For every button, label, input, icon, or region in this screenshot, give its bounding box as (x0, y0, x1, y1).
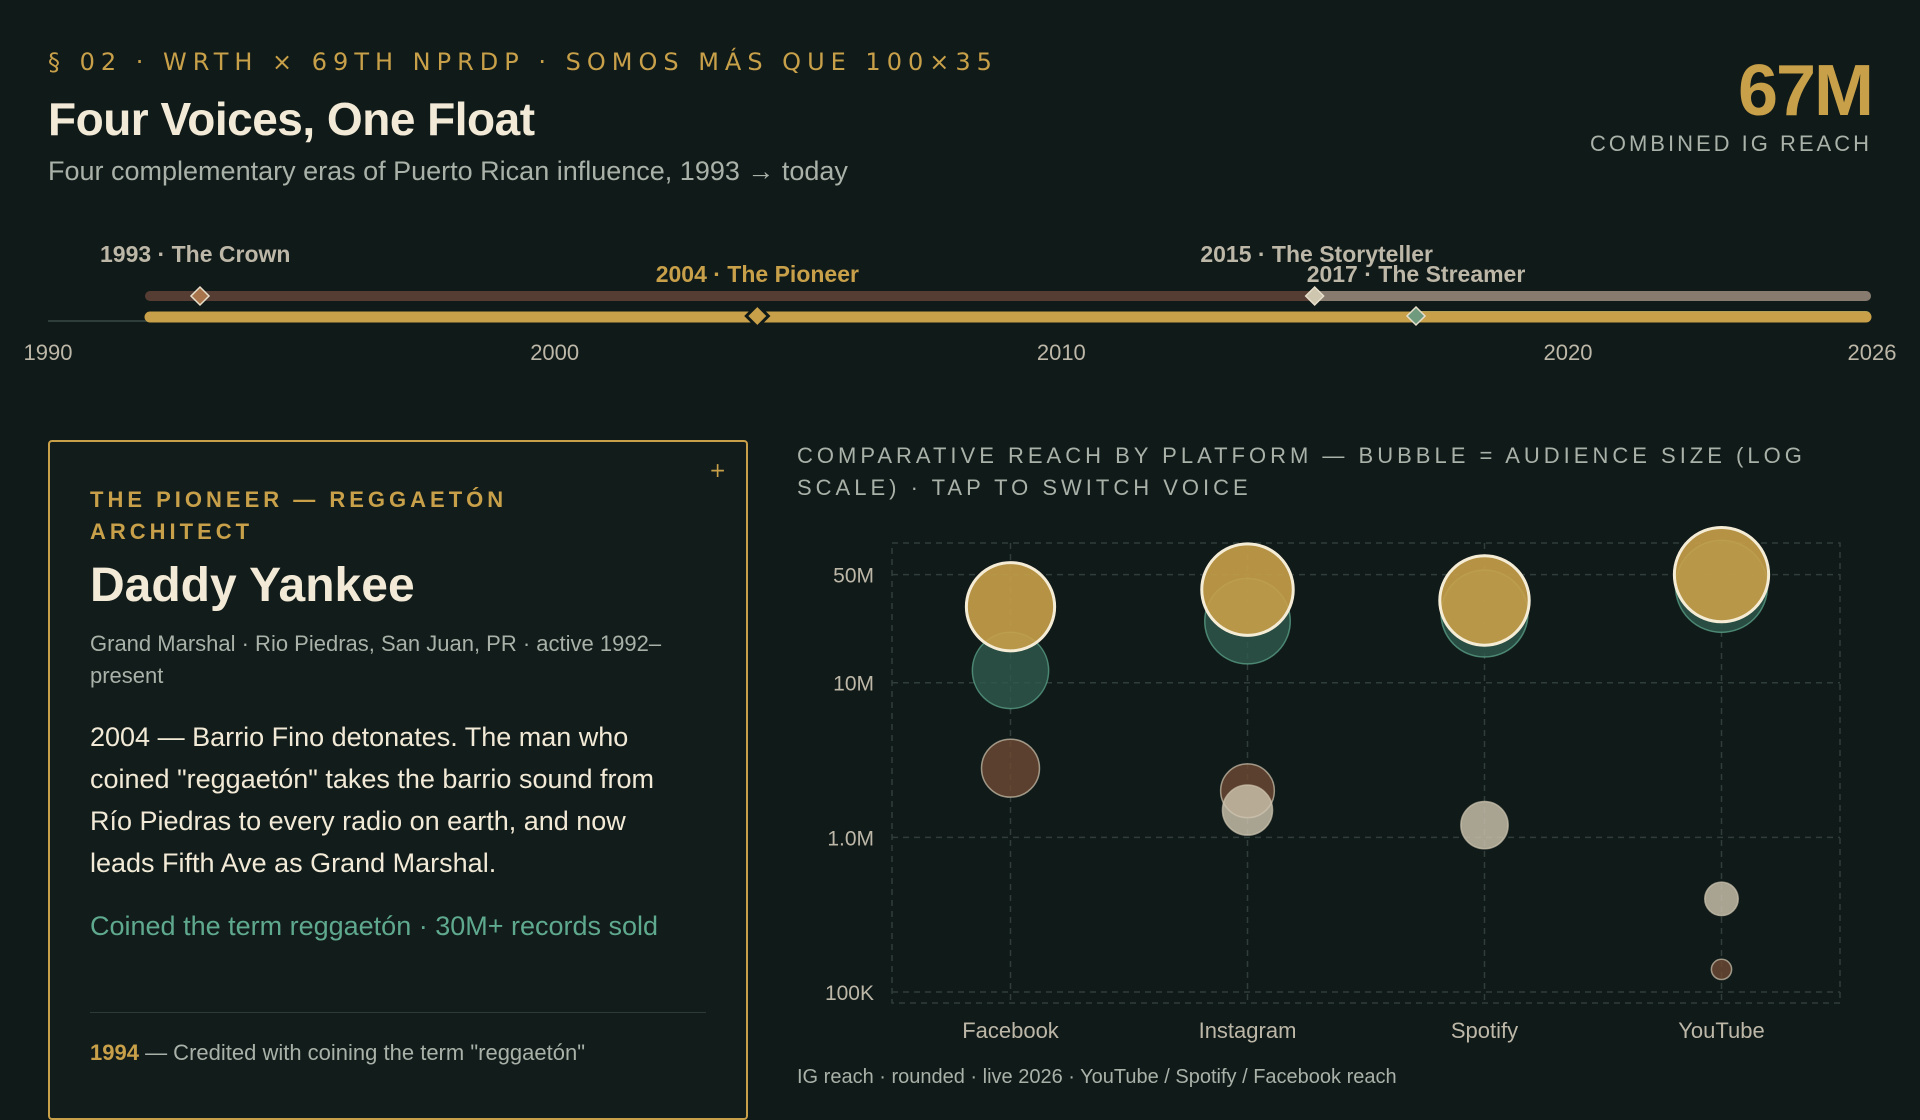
reach-bubble[interactable] (1672, 525, 1771, 624)
era-label[interactable]: 1993 · The Crown (100, 241, 290, 267)
milestone-text: — Credited with coining the term "reggae… (138, 1040, 586, 1065)
section-eyebrow: § 02 · WRTH × 69TH NPRDP · SOMOS MÁS QUE… (48, 48, 998, 76)
x-tick-label: Instagram (1199, 1018, 1297, 1043)
era-timeline[interactable]: 1993 · The Crown 2004 · The Pioneer 2015 ·… (0, 230, 1920, 370)
plot-area (891, 542, 1841, 1004)
era-label[interactable]: 2015 · The Storyteller (1200, 241, 1433, 267)
combined-reach-value: 67M (1737, 51, 1874, 131)
card-divider (90, 1012, 706, 1013)
combined-reach-label: COMBINED IG REACH (1589, 131, 1872, 156)
milestone-year: 1994 (90, 1040, 139, 1065)
voice-highlight: Coined the term reggaetón · 30M+ records… (90, 911, 659, 941)
era-marker-icon[interactable] (744, 302, 771, 330)
page-subtitle: Four complementary eras of Puerto Rican … (48, 156, 848, 186)
timeline-tick-label: 2020 (1544, 340, 1593, 365)
y-tick-label: 1.0M (827, 827, 874, 850)
expand-icon[interactable]: + (709, 458, 726, 482)
x-tick-label: Facebook (962, 1018, 1060, 1043)
era-marker-icon[interactable] (1405, 305, 1427, 327)
page-title: Four Voices, One Float (48, 93, 535, 145)
voice-name: Daddy Yankee (90, 559, 415, 612)
reach-bubble[interactable] (1704, 881, 1739, 917)
reach-bubble[interactable] (964, 561, 1057, 653)
voice-meta: Grand Marshal · Rio Piedras, San Juan, P… (90, 631, 662, 688)
era-label[interactable]: 2004 · The Pioneer (656, 261, 859, 287)
reach-bubble[interactable] (1200, 542, 1295, 637)
y-tick-label: 100K (825, 982, 874, 1005)
x-tick-label: Spotify (1451, 1018, 1518, 1043)
reach-bubble[interactable] (980, 738, 1041, 798)
chart-caption: COMPARATIVE REACH BY PLATFORM — BUBBLE =… (797, 443, 1806, 500)
chart-footnote: IG reach · rounded · live 2026 · YouTube… (797, 1066, 1397, 1088)
reach-bubble[interactable] (1460, 800, 1509, 850)
x-tick-label: YouTube (1678, 1018, 1764, 1043)
voice-description: 2004 — Barrio Fino detonates. The man wh… (90, 722, 655, 878)
reach-bubble[interactable] (1221, 784, 1274, 836)
y-tick-label: 50M (833, 565, 874, 588)
era-marker-icon[interactable] (1304, 285, 1325, 307)
reach-bubble[interactable] (1438, 554, 1531, 647)
voice-detail-card: + THE PIONEER — REGGAETÓN ARCHITECT Dadd… (48, 440, 748, 1120)
platform-reach-chart[interactable]: 50M 10M 1.0M 100K Facebook Instagram Spotify Yo… (797, 520, 1887, 1050)
era-label[interactable]: 2017 · The Streamer (1307, 261, 1526, 287)
timeline-tick-label: 2026 (1848, 340, 1897, 365)
timeline-tick-label: 1990 (24, 340, 73, 365)
milestone-item: 1994 — Credited with coining the term "r… (90, 1040, 710, 1066)
voice-role: THE PIONEER — REGGAETÓN ARCHITECT (90, 487, 508, 544)
era-marker-icon[interactable] (189, 285, 211, 307)
reach-bubble[interactable] (1710, 958, 1733, 981)
timeline-tick-label: 2010 (1037, 340, 1086, 365)
timeline-tick-label: 2000 (530, 340, 579, 365)
y-tick-label: 10M (833, 673, 874, 696)
